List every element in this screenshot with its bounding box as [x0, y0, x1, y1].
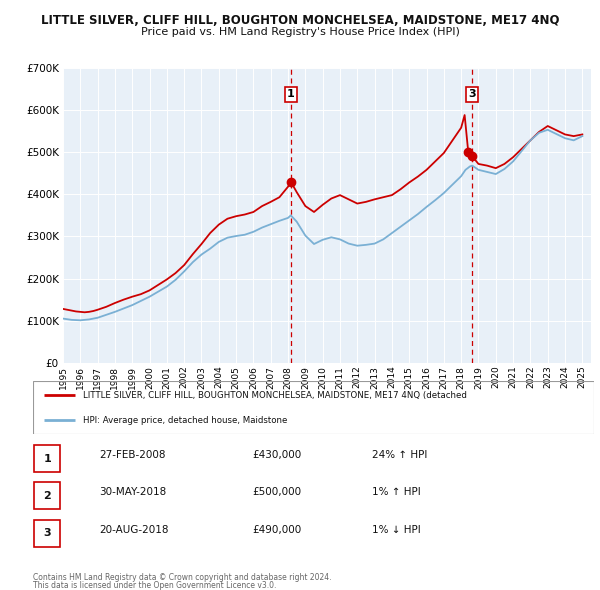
Text: 3: 3	[44, 528, 51, 538]
Text: 24% ↑ HPI: 24% ↑ HPI	[372, 450, 427, 460]
Text: 1% ↑ HPI: 1% ↑ HPI	[372, 487, 421, 497]
Text: 20-AUG-2018: 20-AUG-2018	[99, 525, 169, 535]
Text: 30-MAY-2018: 30-MAY-2018	[99, 487, 166, 497]
Text: HPI: Average price, detached house, Maidstone: HPI: Average price, detached house, Maid…	[83, 416, 288, 425]
Text: 1% ↓ HPI: 1% ↓ HPI	[372, 525, 421, 535]
Text: £500,000: £500,000	[252, 487, 301, 497]
Text: 1: 1	[44, 454, 51, 464]
Text: 3: 3	[469, 90, 476, 99]
Text: Price paid vs. HM Land Registry's House Price Index (HPI): Price paid vs. HM Land Registry's House …	[140, 28, 460, 37]
Text: £430,000: £430,000	[252, 450, 301, 460]
Text: £490,000: £490,000	[252, 525, 301, 535]
Text: LITTLE SILVER, CLIFF HILL, BOUGHTON MONCHELSEA, MAIDSTONE, ME17 4NQ (detached: LITTLE SILVER, CLIFF HILL, BOUGHTON MONC…	[83, 391, 467, 400]
Text: 27-FEB-2008: 27-FEB-2008	[99, 450, 166, 460]
Text: LITTLE SILVER, CLIFF HILL, BOUGHTON MONCHELSEA, MAIDSTONE, ME17 4NQ: LITTLE SILVER, CLIFF HILL, BOUGHTON MONC…	[41, 14, 559, 27]
Text: 2: 2	[44, 491, 51, 501]
Text: Contains HM Land Registry data © Crown copyright and database right 2024.: Contains HM Land Registry data © Crown c…	[33, 572, 331, 582]
Text: 1: 1	[287, 90, 295, 99]
Text: This data is licensed under the Open Government Licence v3.0.: This data is licensed under the Open Gov…	[33, 581, 277, 590]
